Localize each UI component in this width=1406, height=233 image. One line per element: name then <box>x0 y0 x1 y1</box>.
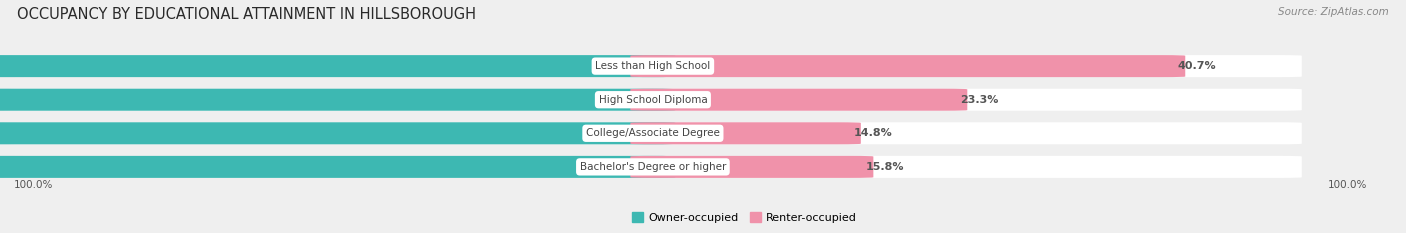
FancyBboxPatch shape <box>630 122 860 144</box>
Text: Less than High School: Less than High School <box>595 61 710 71</box>
FancyBboxPatch shape <box>630 156 873 178</box>
Text: Bachelor's Degree or higher: Bachelor's Degree or higher <box>579 162 725 172</box>
Text: College/Associate Degree: College/Associate Degree <box>586 128 720 138</box>
FancyBboxPatch shape <box>0 156 675 178</box>
Text: Source: ZipAtlas.com: Source: ZipAtlas.com <box>1278 7 1389 17</box>
FancyBboxPatch shape <box>4 89 1302 111</box>
FancyBboxPatch shape <box>0 55 675 77</box>
FancyBboxPatch shape <box>4 122 1302 144</box>
FancyBboxPatch shape <box>630 89 967 111</box>
Text: 14.8%: 14.8% <box>853 128 891 138</box>
Text: 15.8%: 15.8% <box>866 162 904 172</box>
FancyBboxPatch shape <box>0 89 675 111</box>
Legend: Owner-occupied, Renter-occupied: Owner-occupied, Renter-occupied <box>627 208 862 227</box>
Text: 100.0%: 100.0% <box>1327 180 1367 190</box>
Text: High School Diploma: High School Diploma <box>599 95 707 105</box>
Text: 23.3%: 23.3% <box>960 95 998 105</box>
FancyBboxPatch shape <box>0 122 675 144</box>
FancyBboxPatch shape <box>630 55 1185 77</box>
Text: 100.0%: 100.0% <box>14 180 53 190</box>
Text: OCCUPANCY BY EDUCATIONAL ATTAINMENT IN HILLSBOROUGH: OCCUPANCY BY EDUCATIONAL ATTAINMENT IN H… <box>17 7 475 22</box>
FancyBboxPatch shape <box>4 156 1302 178</box>
Text: 40.7%: 40.7% <box>1178 61 1216 71</box>
FancyBboxPatch shape <box>4 55 1302 77</box>
